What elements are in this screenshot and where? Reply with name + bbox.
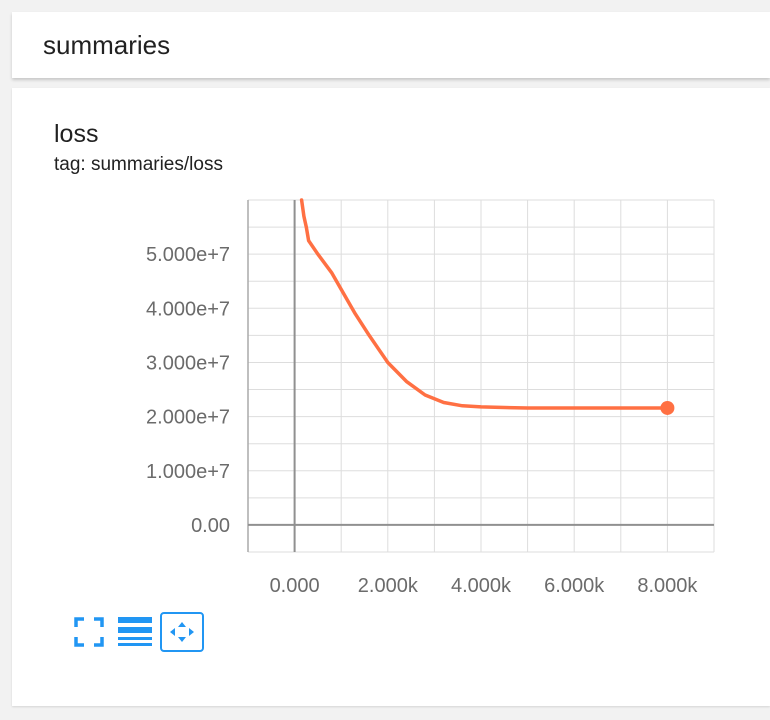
section-header[interactable]: summaries (12, 12, 770, 78)
section-title: summaries (43, 29, 171, 60)
x-tick-label: 0.000 (270, 575, 320, 597)
y-tick-label: 0.00 (191, 515, 230, 537)
x-tick-label: 4.000k (451, 575, 512, 597)
chart-card: loss tag: summaries/loss 0.00 1.000e+7 2.0… (12, 88, 770, 706)
chart-toolbar (68, 612, 208, 652)
series-layer (299, 198, 675, 415)
tick-labels: 0.00 1.000e+7 2.000e+7 3.000e+7 4.000e+7 5.00… (146, 244, 698, 597)
fullscreen-icon (74, 617, 104, 647)
x-tick-label: 2.000k (358, 575, 419, 597)
fit-domain-button[interactable] (160, 612, 204, 652)
chart-title: loss (54, 120, 99, 148)
x-tick-label: 8.000k (637, 575, 698, 597)
log-scale-icon (118, 617, 152, 646)
log-scale-button[interactable] (114, 613, 156, 651)
y-tick-label: 4.000e+7 (146, 298, 230, 320)
loss-chart[interactable]: 0.00 1.000e+7 2.000e+7 3.000e+7 4.000e+7 5.00… (12, 88, 770, 608)
loss-series-line (299, 198, 670, 410)
fit-domain-icon (170, 622, 194, 642)
y-tick-label: 1.000e+7 (146, 461, 230, 483)
x-tick-label: 6.000k (544, 575, 605, 597)
last-point-marker (660, 400, 675, 415)
y-tick-label: 2.000e+7 (146, 407, 230, 429)
y-tick-label: 5.000e+7 (146, 244, 230, 266)
y-tick-label: 3.000e+7 (146, 352, 230, 374)
axes (247, 200, 714, 552)
fullscreen-button[interactable] (68, 613, 110, 651)
chart-tag: tag: summaries/loss (54, 154, 223, 175)
